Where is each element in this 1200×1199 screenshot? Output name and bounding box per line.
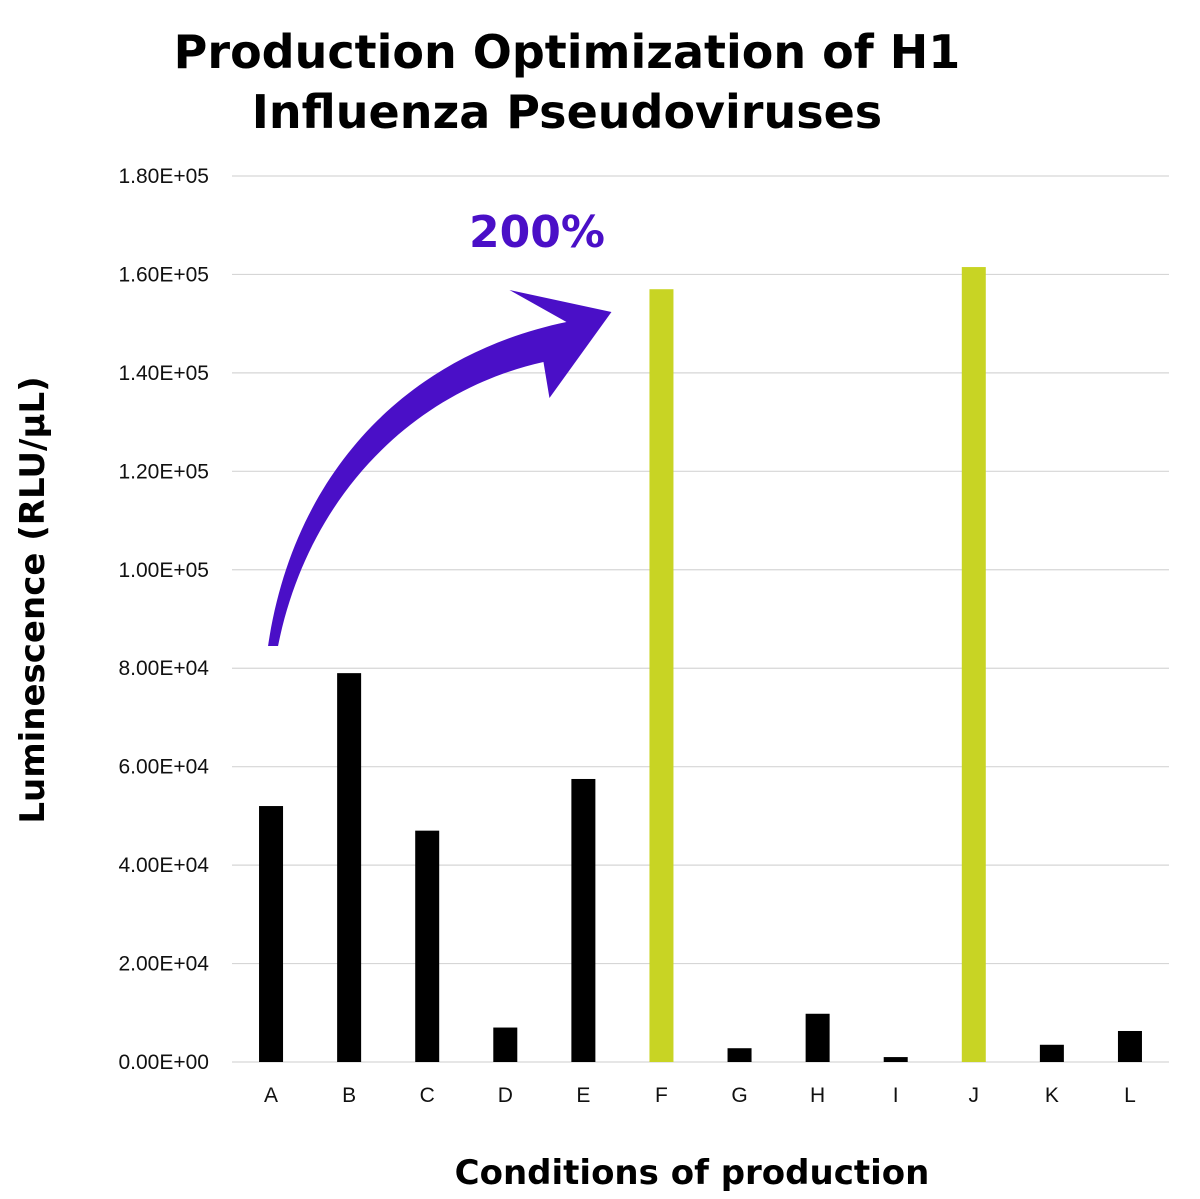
x-tick-label: F (655, 1084, 668, 1107)
bar-l (1117, 1030, 1142, 1062)
x-tick-label: H (810, 1084, 825, 1107)
annotation-label: 200% (469, 207, 605, 258)
x-tick-label: A (264, 1084, 278, 1107)
chart-title-line-1: Production Optimization of H1 (174, 25, 961, 79)
y-tick-label: 2.00E+04 (118, 953, 209, 976)
y-tick-label: 1.80E+05 (118, 165, 209, 188)
x-tick-label: G (731, 1084, 747, 1107)
y-axis-title: Luminescence (RLU/µL) (13, 376, 53, 823)
bar-f (649, 289, 674, 1062)
gridlines (232, 175, 1169, 1063)
x-axis-ticks: A B C D E F G H I J K L (264, 1084, 1136, 1107)
y-tick-label: 1.60E+05 (118, 263, 209, 286)
y-tick-label: 4.00E+04 (118, 854, 209, 877)
y-axis-ticks: 0.00E+00 2.00E+04 4.00E+04 6.00E+04 8.00E+04… (118, 165, 209, 1074)
annotation-arrow (268, 290, 612, 646)
y-tick-label: 1.00E+05 (118, 559, 209, 582)
x-tick-label: D (498, 1084, 513, 1107)
y-tick-label: 0.00E+00 (118, 1051, 209, 1074)
x-tick-label: E (576, 1084, 590, 1107)
bars (259, 267, 1142, 1062)
bar-e (571, 778, 596, 1062)
x-tick-label: J (969, 1084, 980, 1107)
y-tick-label: 1.20E+05 (118, 460, 209, 483)
bar-c (415, 830, 440, 1062)
x-axis-title: Conditions of production (455, 1153, 930, 1193)
y-tick-label: 6.00E+04 (118, 756, 209, 779)
bar-g (727, 1048, 752, 1062)
x-tick-label: I (893, 1084, 899, 1107)
x-tick-label: C (420, 1084, 435, 1107)
bar-h (805, 1013, 830, 1062)
y-tick-label: 8.00E+04 (118, 657, 209, 680)
chart-title: Production Optimization of H1 Influenza … (174, 25, 961, 139)
bar-k (1039, 1044, 1064, 1062)
bar-i (883, 1057, 908, 1062)
y-tick-label: 1.40E+05 (118, 362, 209, 385)
chart-title-line-2: Influenza Pseudoviruses (252, 85, 882, 139)
bar-a (259, 806, 284, 1062)
x-tick-label: B (342, 1084, 356, 1107)
bar-b (337, 673, 362, 1062)
x-tick-label: L (1124, 1084, 1136, 1107)
bar-d (493, 1027, 518, 1062)
bar-j (961, 267, 986, 1062)
x-tick-label: K (1045, 1084, 1059, 1107)
annotation: 200% (268, 207, 612, 646)
